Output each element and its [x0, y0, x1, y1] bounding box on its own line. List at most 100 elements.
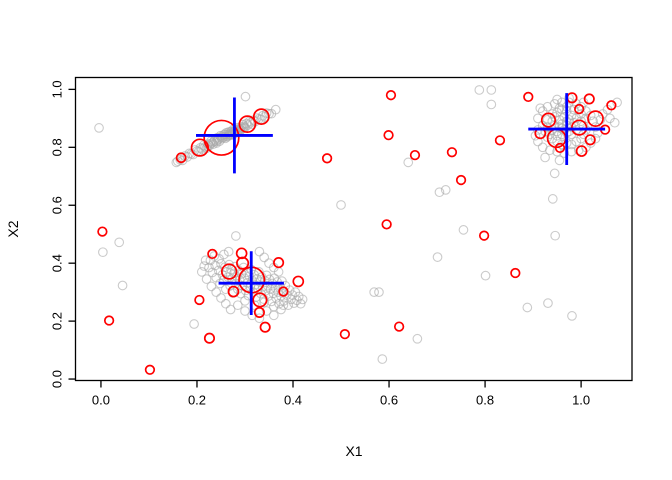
outlier-point [494, 135, 506, 146]
data-point [201, 274, 212, 284]
data-point [486, 85, 497, 95]
data-point [117, 280, 128, 291]
outlier-point [446, 147, 458, 158]
data-point [590, 122, 601, 132]
data-point [206, 281, 217, 292]
data-point [374, 287, 384, 297]
data-point [268, 301, 279, 312]
outlier-point [571, 119, 588, 136]
data-point [480, 270, 491, 281]
outlier-point [587, 110, 604, 127]
plot-frame [74, 76, 633, 382]
outlier-point [606, 100, 617, 111]
y-tick-label: 0.2 [50, 312, 65, 330]
data-point [189, 319, 199, 329]
data-point [254, 246, 265, 257]
x-axis: 0.0 0.2 0.4 0.6 0.8 1.0 [92, 380, 590, 408]
data-point [172, 156, 183, 167]
x-tick-label: 0.4 [284, 393, 302, 408]
data-point [336, 200, 346, 210]
outlier-point [194, 294, 205, 306]
data-point [458, 225, 469, 235]
outlier-point [203, 332, 216, 344]
data-point [559, 112, 570, 122]
outlier-point [252, 292, 268, 308]
data-point [268, 310, 279, 321]
outlier-point [292, 275, 305, 288]
cluster-center-crosses [196, 93, 606, 316]
data-point [474, 85, 485, 95]
data-point [295, 298, 306, 309]
outlier-point [575, 145, 588, 157]
outlier-point [238, 115, 257, 133]
data-point [609, 117, 620, 128]
data-point [533, 113, 543, 124]
y-tick-label: 0.8 [50, 138, 65, 156]
data-point [297, 294, 308, 305]
data-point [219, 249, 229, 260]
data-point [216, 293, 226, 303]
y-tick-label: 1.0 [50, 80, 65, 98]
data-point [224, 259, 234, 270]
data-point [432, 252, 443, 262]
data-point [552, 130, 562, 141]
data-point [369, 287, 380, 297]
data-point [550, 230, 561, 241]
data-point [590, 133, 601, 144]
outlier-point [540, 112, 557, 128]
y-tick-label: 0.0 [50, 370, 65, 388]
data-point [284, 285, 295, 295]
outlier-point [273, 257, 285, 269]
x-axis-title: X1 [345, 443, 362, 459]
outlier-point [409, 149, 421, 161]
data-point [547, 194, 558, 204]
outlier-point [235, 247, 248, 260]
data-point [223, 246, 234, 257]
outlier-point [554, 142, 566, 154]
data-point [259, 252, 270, 263]
data-point [261, 306, 272, 316]
outlier-point [278, 286, 289, 297]
data-point [552, 94, 562, 105]
y-tick-label: 0.4 [50, 254, 65, 272]
data-point [522, 302, 533, 313]
outlier-point [253, 306, 265, 318]
data-point [240, 306, 250, 316]
data-point [283, 300, 294, 311]
x-tick-label: 0.6 [380, 393, 398, 408]
data-point [259, 297, 270, 308]
data-point [220, 298, 231, 309]
outlier-point [227, 285, 240, 298]
data-point [549, 168, 560, 179]
y-axis: 0.0 0.2 0.4 0.6 0.8 1.0 [50, 80, 76, 388]
data-point [543, 298, 553, 309]
data-point [211, 287, 222, 297]
data-point [247, 119, 258, 129]
data-point [403, 157, 414, 168]
data-point [545, 145, 555, 156]
outlier-point [510, 267, 521, 279]
observation-points [94, 85, 622, 364]
data-point [412, 333, 423, 344]
outlier-point [207, 248, 218, 260]
x-tick-label: 1.0 [572, 393, 590, 408]
outlier-point [144, 364, 156, 375]
data-point [221, 127, 232, 138]
outlier-point [584, 134, 596, 146]
data-point [571, 136, 582, 147]
data-point [434, 187, 445, 198]
outlier-point [383, 129, 394, 141]
data-point [195, 143, 206, 153]
data-point [211, 138, 222, 148]
outlier-point [574, 103, 585, 115]
data-point [232, 300, 243, 311]
outlier-point [455, 174, 467, 186]
data-point [540, 152, 550, 163]
data-point [196, 267, 207, 277]
x-tick-label: 0.0 [92, 393, 110, 408]
data-point [552, 136, 562, 147]
data-point [240, 91, 251, 102]
outlier-point [583, 93, 595, 105]
